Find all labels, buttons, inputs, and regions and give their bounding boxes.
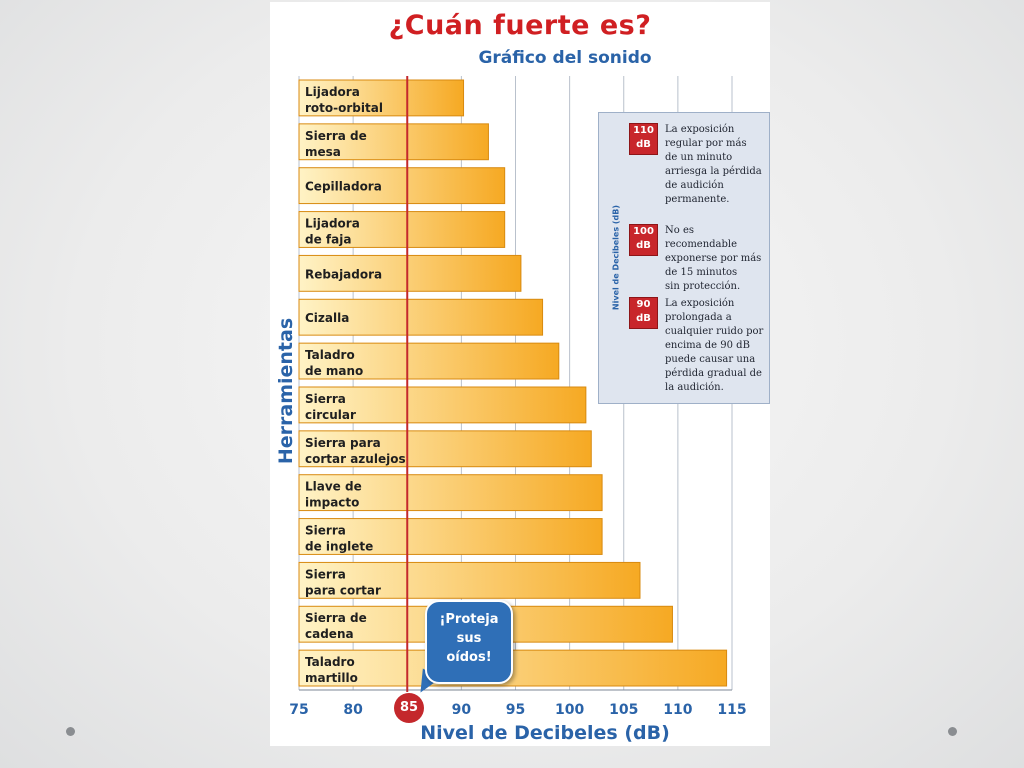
legend-line: puede causar una xyxy=(665,354,756,365)
protect-ears-callout: ¡Proteja sus oídos! xyxy=(425,600,513,684)
x-tick-label: 100 xyxy=(555,702,584,718)
legend-box: Nivel de Decibeles (dB) 110 dB La exposi… xyxy=(598,112,770,404)
legend-text-100: No es recomendable exponerse por más de … xyxy=(665,224,765,294)
legend-badge-110: 110 dB xyxy=(629,123,658,155)
chart-title: ¿Cuán fuerte es? xyxy=(388,10,652,41)
legend-badge-100: 100 dB xyxy=(629,224,658,256)
bar-label: Sierra para cortar azulejos xyxy=(305,436,406,466)
bar xyxy=(298,430,592,468)
legend-badge-unit: dB xyxy=(636,139,651,150)
bar-label: Rebajadora xyxy=(305,267,382,281)
x-tick-label: 105 xyxy=(609,702,638,718)
legend-badge-value: 90 xyxy=(636,299,651,310)
bar-label: Lijadora roto-orbital xyxy=(305,85,383,115)
callout-line: oídos! xyxy=(446,650,492,665)
legend-badge-90: 90 dB xyxy=(629,297,658,329)
bar-label: Llave de impacto xyxy=(305,480,362,510)
legend-line: prolongada a xyxy=(665,312,732,323)
legend-badge-unit: dB xyxy=(636,240,651,251)
legend-line: cualquier ruido por xyxy=(665,326,764,337)
bar xyxy=(298,518,603,555)
bar xyxy=(298,123,489,161)
legend-badge-value: 100 xyxy=(633,226,654,237)
x-tick-label: 90 xyxy=(452,702,472,718)
legend-line: exponerse por más xyxy=(665,253,762,264)
bar-label: Sierra de mesa xyxy=(305,129,367,159)
bar-label: Sierra de inglete xyxy=(305,524,373,554)
legend-line: la audición. xyxy=(665,382,724,393)
legend-text-110: La exposición regular por más de un minu… xyxy=(665,123,765,207)
slide-bullet-right-icon xyxy=(948,727,957,736)
legend-line: encima de 90 dB xyxy=(665,340,750,351)
legend-line: No es recomendable xyxy=(665,225,738,250)
x-tick-label: 80 xyxy=(343,702,363,718)
callout-line: sus xyxy=(456,631,482,646)
bar xyxy=(298,474,603,512)
bar-label: Taladro de mano xyxy=(305,348,363,378)
legend-line: pérdida gradual de xyxy=(665,368,762,379)
legend-badge-value: 110 xyxy=(633,125,654,136)
legend-line: de audición xyxy=(665,180,724,191)
legend-line: arriesga la pérdida xyxy=(665,166,762,177)
x-tick-label: 95 xyxy=(506,702,525,718)
bar xyxy=(298,298,544,336)
bar-label: Sierra circular xyxy=(305,392,356,422)
bar xyxy=(298,561,641,599)
legend-line: regular por más xyxy=(665,138,747,149)
bar-label: Lijadora de faja xyxy=(305,217,360,247)
bar-label: Cepilladora xyxy=(305,180,382,194)
bar-label: Sierra de cadena xyxy=(305,611,367,641)
x-tick-label: 110 xyxy=(663,702,692,718)
slide-bullet-left-icon xyxy=(66,727,75,736)
legend-line: La exposición xyxy=(665,124,735,135)
callout-line: ¡Proteja xyxy=(439,612,499,627)
bar xyxy=(298,342,560,380)
bar xyxy=(298,211,506,248)
bar xyxy=(298,386,587,424)
legend-line: permanente. xyxy=(665,194,730,205)
legend-line: La exposición xyxy=(665,298,735,309)
chart-subtitle: Gráfico del sonido xyxy=(478,48,652,68)
legend-text-90: La exposición prolongada a cualquier rui… xyxy=(665,297,765,395)
legend-line: de 15 minutos xyxy=(665,267,738,278)
bar xyxy=(298,254,522,292)
bar-label: Cizalla xyxy=(305,311,349,325)
legend-axis-label: Nivel de Decibeles (dB) xyxy=(611,204,621,311)
bar-chart: Lijadora roto-orbital Sierra de mesa Cepilla… xyxy=(289,76,747,718)
legend-line: de un minuto xyxy=(665,152,733,163)
bar-label: Taladro martillo xyxy=(305,655,358,685)
chart-card: ¿Cuán fuerte es? Gráfico del sonido Herr… xyxy=(270,2,770,746)
legend-line: sin protección. xyxy=(665,281,741,292)
x-tick-label: 75 xyxy=(289,702,308,718)
bar-label: Sierra para cortar xyxy=(305,567,381,597)
legend-badge-unit: dB xyxy=(636,313,651,324)
bar xyxy=(298,167,506,205)
bar xyxy=(298,79,465,117)
x-axis-label: Nivel de Decibeles (dB) xyxy=(420,722,670,744)
x-tick-label: 115 xyxy=(717,702,746,718)
threshold-marker: 85 xyxy=(394,693,424,723)
